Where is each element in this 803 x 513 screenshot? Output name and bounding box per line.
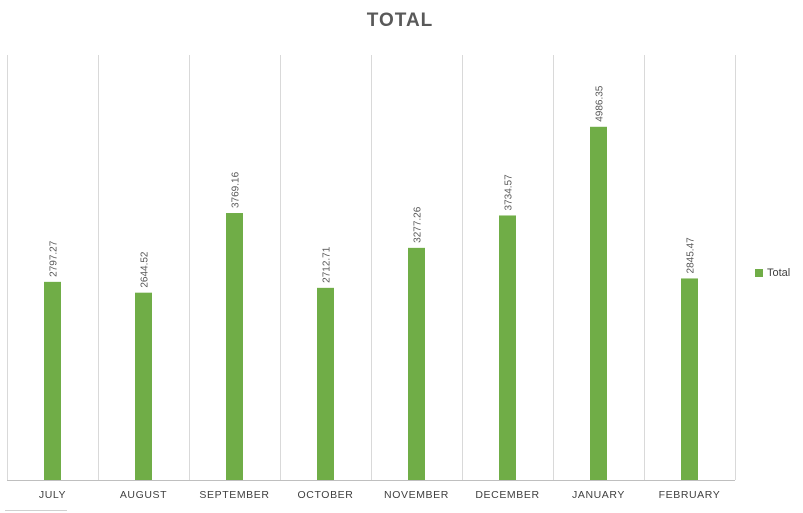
- legend: Total: [755, 267, 790, 279]
- bar: [135, 292, 152, 480]
- data-label: 3769.16: [231, 171, 242, 208]
- x-tick-label: AUGUST: [120, 489, 167, 501]
- chart-title: TOTAL: [366, 10, 434, 31]
- decorative-line: [5, 510, 67, 511]
- data-label: 3734.57: [504, 174, 515, 211]
- data-label: 3277.26: [413, 206, 424, 243]
- x-tick-label: OCTOBER: [298, 489, 354, 501]
- x-tick-label: DECEMBER: [475, 489, 539, 501]
- bar: [499, 215, 516, 480]
- data-label: 2845.47: [686, 237, 697, 274]
- bar: [408, 247, 425, 480]
- data-label: 2644.52: [140, 251, 151, 288]
- bar: [681, 278, 698, 480]
- data-label: 2712.71: [322, 246, 333, 283]
- legend-swatch: [755, 269, 763, 277]
- x-tick-label: JANUARY: [572, 489, 625, 501]
- x-tick-label: FEBRUARY: [659, 489, 721, 501]
- x-tick-label: NOVEMBER: [384, 489, 449, 501]
- x-tick-label: SEPTEMBER: [199, 489, 269, 501]
- bar: [590, 126, 607, 481]
- legend-label: Total: [767, 267, 791, 279]
- data-label: 4986.35: [595, 85, 606, 122]
- x-tick-label: JULY: [39, 489, 66, 501]
- bar: [44, 281, 61, 480]
- data-label: 2797.27: [49, 240, 60, 277]
- bar: [226, 213, 243, 481]
- bar: [317, 287, 334, 480]
